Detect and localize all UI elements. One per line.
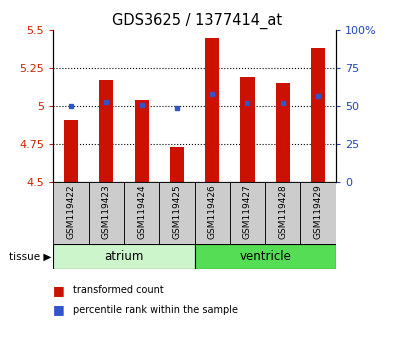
Bar bbox=[135, 100, 149, 182]
Text: GSM119424: GSM119424 bbox=[137, 184, 146, 239]
Text: percentile rank within the sample: percentile rank within the sample bbox=[73, 305, 238, 315]
Bar bbox=[64, 120, 78, 182]
FancyBboxPatch shape bbox=[195, 244, 336, 269]
Text: ■: ■ bbox=[53, 303, 65, 316]
Bar bbox=[311, 48, 325, 182]
Text: GSM119428: GSM119428 bbox=[278, 184, 287, 239]
Bar bbox=[170, 147, 184, 182]
FancyBboxPatch shape bbox=[230, 182, 265, 244]
Text: ■: ■ bbox=[53, 284, 65, 297]
Text: ventricle: ventricle bbox=[239, 250, 291, 263]
Bar bbox=[99, 80, 113, 182]
Text: GSM119429: GSM119429 bbox=[314, 184, 323, 239]
Text: GSM119426: GSM119426 bbox=[208, 184, 217, 239]
Text: tissue ▶: tissue ▶ bbox=[9, 252, 51, 262]
Text: GSM119423: GSM119423 bbox=[102, 184, 111, 239]
FancyBboxPatch shape bbox=[88, 182, 124, 244]
Bar bbox=[241, 77, 254, 182]
Bar bbox=[276, 83, 290, 182]
FancyBboxPatch shape bbox=[265, 182, 301, 244]
Text: GSM119422: GSM119422 bbox=[66, 184, 75, 239]
Text: atrium: atrium bbox=[104, 250, 144, 263]
Text: GDS3625 / 1377414_at: GDS3625 / 1377414_at bbox=[113, 12, 282, 29]
FancyBboxPatch shape bbox=[195, 182, 230, 244]
Text: GSM119427: GSM119427 bbox=[243, 184, 252, 239]
FancyBboxPatch shape bbox=[301, 182, 336, 244]
Text: GSM119425: GSM119425 bbox=[172, 184, 181, 239]
FancyBboxPatch shape bbox=[159, 182, 195, 244]
Text: transformed count: transformed count bbox=[73, 285, 164, 295]
FancyBboxPatch shape bbox=[124, 182, 159, 244]
FancyBboxPatch shape bbox=[53, 182, 88, 244]
FancyBboxPatch shape bbox=[53, 244, 195, 269]
Bar bbox=[205, 38, 219, 182]
